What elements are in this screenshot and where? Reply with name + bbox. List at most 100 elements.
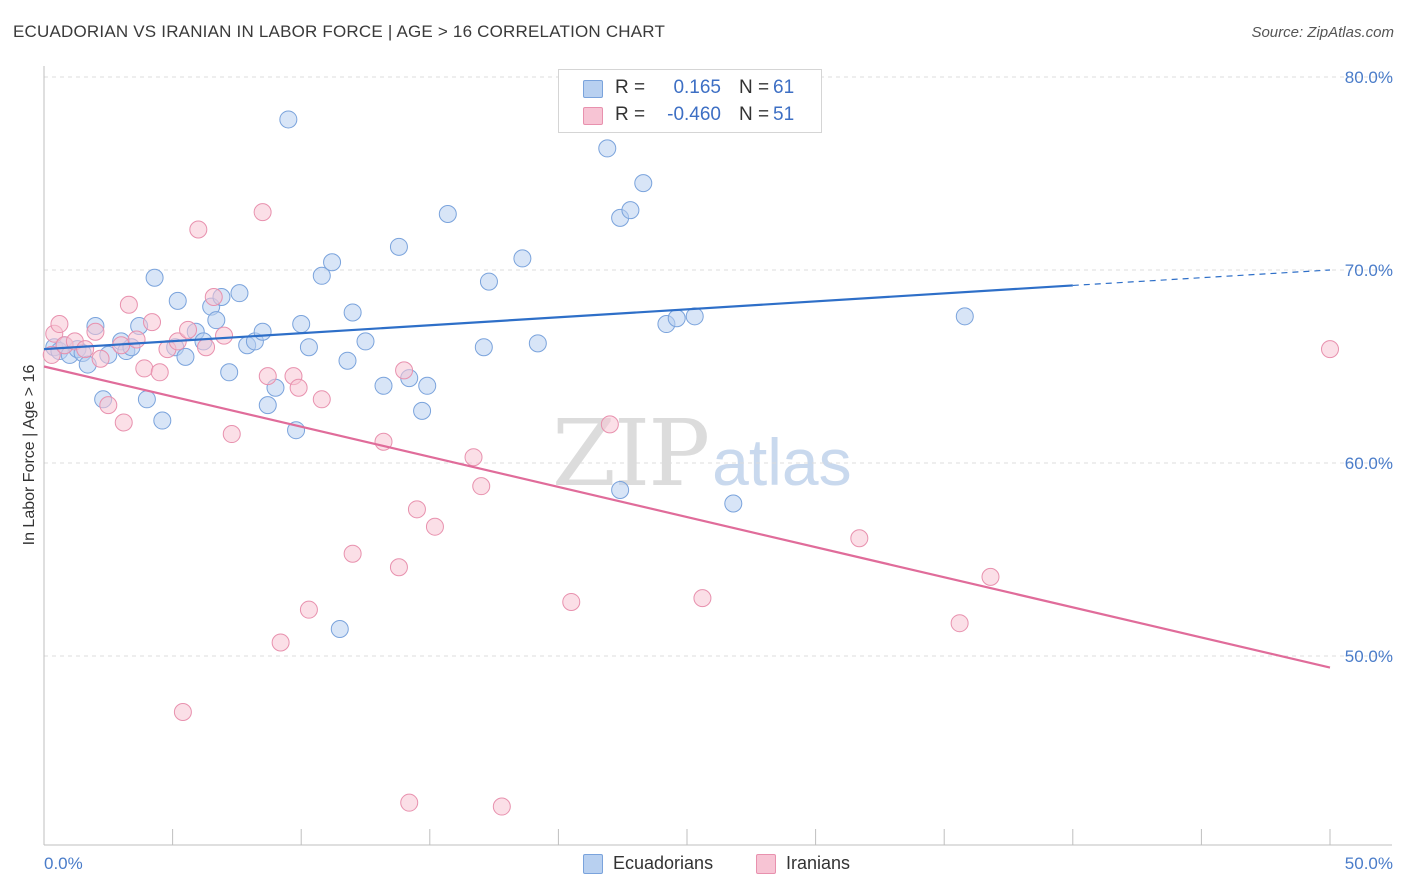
legend-r-label: R = — [615, 104, 646, 125]
trendline-ecuadorians — [43, 284, 1073, 351]
trendline-ecuadorians-extension — [1072, 269, 1331, 287]
legend-n-label: N = — [739, 104, 770, 125]
data-point-iranians — [143, 313, 162, 332]
data-point-iranians — [135, 359, 154, 378]
data-point-ecuadorians — [330, 619, 349, 638]
data-point-ecuadorians — [389, 237, 408, 256]
data-point-ecuadorians — [176, 347, 195, 366]
data-point-iranians — [312, 390, 331, 409]
data-point-iranians — [42, 345, 61, 364]
trendline-iranians — [43, 365, 1331, 669]
data-point-iranians — [91, 349, 110, 368]
legend-swatch-blue — [583, 80, 603, 98]
data-point-ecuadorians — [611, 481, 630, 500]
data-point-iranians — [981, 567, 1000, 586]
legend-row-iranians: R = -0.460 N = 51 — [559, 102, 821, 128]
data-point-iranians — [407, 500, 426, 519]
x-tick-label: 50.0% — [1345, 854, 1393, 873]
data-point-ecuadorians — [230, 284, 249, 303]
data-point-iranians — [343, 544, 362, 563]
data-point-iranians — [179, 320, 198, 339]
data-point-ecuadorians — [513, 249, 532, 268]
data-point-iranians — [86, 322, 105, 341]
legend-label-iranians: Iranians — [786, 853, 851, 873]
data-point-ecuadorians — [258, 396, 277, 415]
grid-lines — [44, 76, 1392, 657]
legend-n-label: N = — [739, 77, 770, 98]
data-point-ecuadorians — [137, 390, 156, 409]
data-point-iranians — [204, 288, 223, 307]
data-point-iranians — [395, 361, 414, 380]
data-point-iranians — [99, 396, 118, 415]
data-point-iranians — [850, 529, 869, 548]
legend-n-value: 51 — [773, 104, 795, 125]
series-iranians — [42, 203, 1339, 816]
watermark: ZIPatlas — [552, 400, 852, 507]
legend-row-ecuadorians: R = 0.165 N = 61 — [559, 75, 821, 101]
stats-legend: R = 0.165 N = 61 R = -0.460 N = 51 — [558, 69, 822, 133]
chart-title: ECUADORIAN VS IRANIAN IN LABOR FORCE | A… — [13, 22, 666, 41]
y-tick-label: 50.0% — [1345, 647, 1393, 666]
data-point-ecuadorians — [253, 322, 272, 341]
data-point-ecuadorians — [634, 174, 653, 193]
data-point-ecuadorians — [338, 351, 357, 370]
data-point-iranians — [119, 295, 138, 314]
data-point-ecuadorians — [479, 272, 498, 291]
data-point-ecuadorians — [955, 307, 974, 326]
data-point-iranians — [464, 448, 483, 467]
legend-r-label: R = — [615, 77, 646, 98]
data-point-iranians — [173, 702, 192, 721]
data-point-ecuadorians — [374, 376, 393, 395]
data-point-iranians — [258, 367, 277, 386]
data-point-ecuadorians — [438, 205, 457, 224]
series-legend: Ecuadorians Iranians — [0, 852, 1406, 878]
data-point-ecuadorians — [145, 268, 164, 287]
data-point-ecuadorians — [292, 315, 311, 334]
data-point-iranians — [150, 363, 169, 382]
legend-r-value: 0.165 — [673, 77, 721, 98]
data-point-iranians — [222, 425, 241, 444]
data-point-ecuadorians — [153, 411, 172, 430]
legend-swatch-pink — [583, 107, 603, 125]
data-point-ecuadorians — [667, 309, 686, 328]
data-point-ecuadorians — [220, 363, 239, 382]
data-point-iranians — [271, 633, 290, 652]
data-point-iranians — [400, 793, 419, 812]
x-tick-label: 0.0% — [44, 854, 83, 873]
legend-swatch-blue — [583, 854, 603, 874]
series-ecuadorians — [45, 110, 974, 638]
y-tick-label: 80.0% — [1345, 68, 1393, 87]
data-point-iranians — [76, 340, 95, 359]
data-point-iranians — [492, 797, 511, 816]
data-point-iranians — [50, 315, 69, 334]
data-point-ecuadorians — [356, 332, 375, 351]
data-point-iranians — [950, 614, 969, 633]
y-axis-title: In Labor Force | Age > 16 — [21, 365, 38, 546]
data-point-iranians — [189, 220, 208, 239]
data-point-iranians — [693, 589, 712, 608]
source-label: Source: ZipAtlas.com — [1251, 24, 1394, 41]
data-point-ecuadorians — [323, 253, 342, 272]
data-point-iranians — [389, 558, 408, 577]
data-point-iranians — [299, 600, 318, 619]
legend-label-ecuadorians: Ecuadorians — [613, 853, 714, 873]
axis-labels: 50.0% 60.0% 70.0% 80.0% 0.0% 50.0% In Labor Fo… — [21, 68, 1393, 873]
legend-swatch-pink — [756, 854, 776, 874]
data-point-ecuadorians — [621, 201, 640, 220]
data-point-iranians — [127, 330, 146, 349]
data-point-iranians — [197, 338, 216, 357]
data-point-iranians — [472, 477, 491, 496]
data-point-ecuadorians — [312, 266, 331, 285]
data-point-ecuadorians — [279, 110, 298, 129]
data-point-ecuadorians — [207, 311, 226, 330]
data-point-ecuadorians — [724, 494, 743, 513]
legend-n-value: 61 — [773, 77, 795, 98]
watermark-zip: ZIP — [552, 400, 710, 507]
data-point-iranians — [289, 378, 308, 397]
data-point-iranians — [114, 413, 133, 432]
data-point-iranians — [1321, 340, 1339, 359]
data-point-iranians — [215, 326, 234, 345]
data-point-ecuadorians — [528, 334, 547, 353]
data-point-ecuadorians — [299, 338, 318, 357]
